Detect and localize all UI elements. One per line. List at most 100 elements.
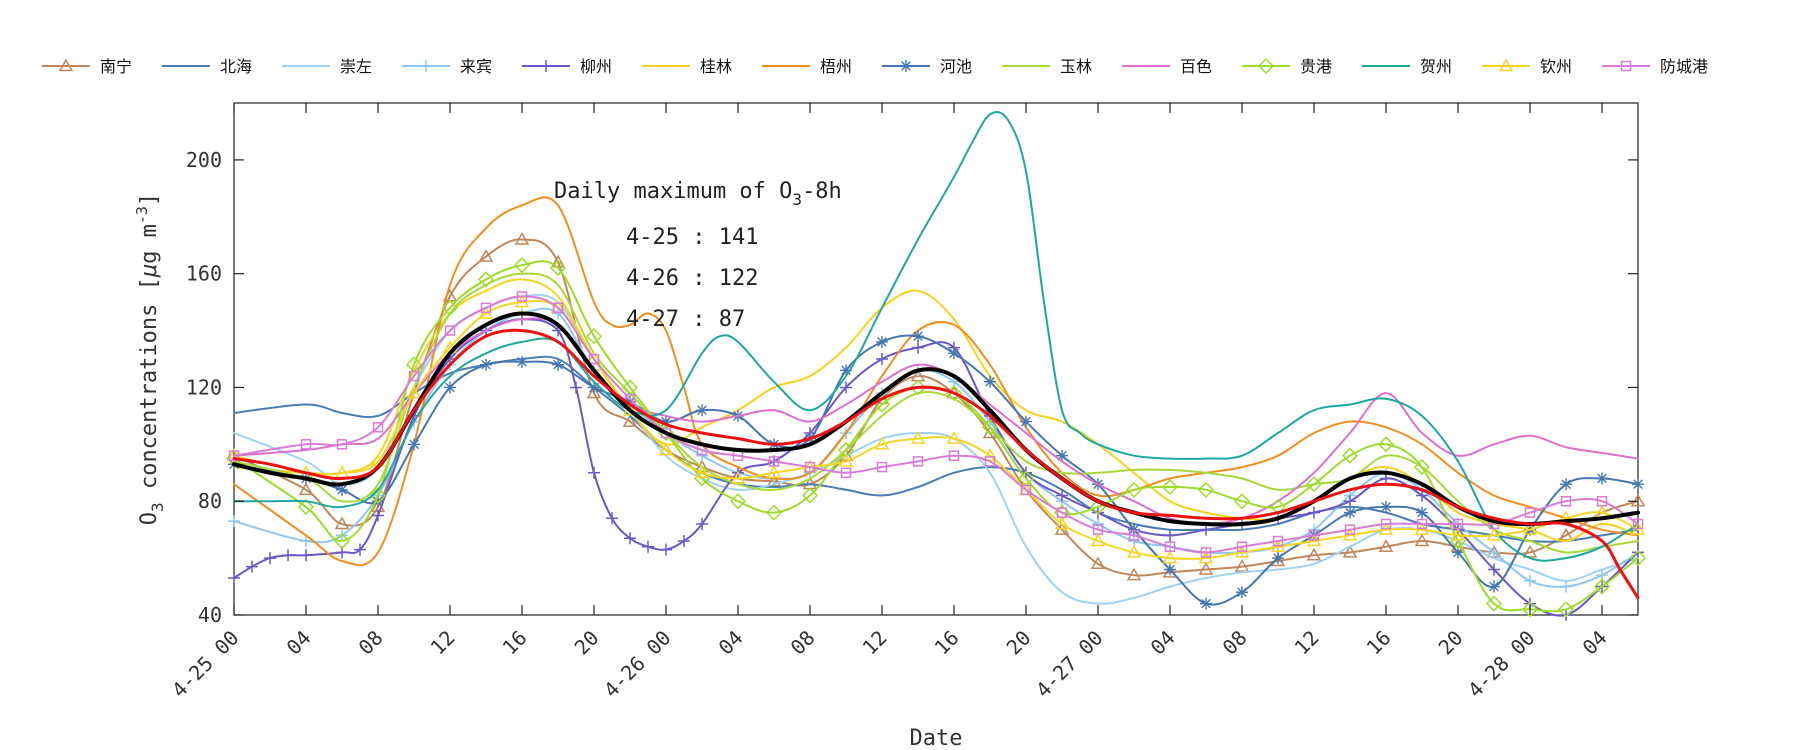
- x-tick-label: 12: [858, 626, 892, 660]
- data-point: [1560, 495, 1572, 507]
- data-point: [1632, 478, 1644, 491]
- legend-entry: 贺州: [1362, 57, 1452, 76]
- data-point: [876, 335, 888, 348]
- x-axis-title: Date: [910, 726, 963, 750]
- data-point: [768, 456, 780, 467]
- data-point: [264, 552, 276, 565]
- data-point: [549, 259, 567, 277]
- legend-entry: 来宾: [402, 57, 492, 76]
- data-point: [1380, 518, 1392, 530]
- series-line: [233, 196, 1639, 567]
- legend-marker: [900, 60, 912, 72]
- x-tick-label: 4-26 00: [599, 626, 676, 703]
- y-axis-title: O3 concentrations [μg m-3]: [133, 193, 167, 525]
- data-point: [1344, 506, 1356, 519]
- x-tick-label: 16: [930, 626, 964, 660]
- legend-label: 贺州: [1420, 57, 1452, 76]
- data-point: [982, 448, 998, 461]
- y-tick-label: 160: [186, 262, 222, 286]
- data-point: [912, 330, 924, 343]
- data-point: [876, 461, 888, 473]
- data-point: [1236, 586, 1248, 599]
- series-line: [232, 311, 1640, 527]
- legend-marker: [540, 60, 552, 72]
- legend-marker: [1257, 57, 1275, 75]
- series-桂林: [233, 278, 1639, 543]
- legend-label: 桂林: [700, 57, 732, 76]
- legend-marker: [1498, 58, 1514, 72]
- data-point: [1308, 530, 1320, 541]
- data-point: [1236, 541, 1248, 552]
- legend-label: 北海: [220, 57, 252, 76]
- data-point: [441, 299, 459, 316]
- data-point: [513, 257, 531, 274]
- legend-label: 钦州: [1540, 57, 1572, 76]
- legend-label: 柳州: [580, 57, 612, 76]
- data-point: [1342, 544, 1358, 558]
- data-point: [588, 381, 600, 394]
- data-point: [1452, 518, 1464, 530]
- data-point: [1197, 481, 1215, 498]
- x-tick-label: 12: [1290, 626, 1324, 660]
- legend-marker: [420, 60, 432, 72]
- data-point: [1090, 533, 1106, 547]
- data-point: [1306, 547, 1322, 561]
- legend-label: 贵港: [1300, 57, 1332, 76]
- data-point: [1416, 506, 1428, 519]
- legend-label: 河池: [940, 57, 972, 76]
- legend-entry: 北海: [162, 57, 252, 76]
- data-point: [298, 482, 314, 496]
- data-point: [1632, 546, 1644, 559]
- data-point: [984, 375, 996, 388]
- data-point: [696, 404, 708, 417]
- data-point: [766, 465, 782, 479]
- data-point: [1164, 563, 1176, 576]
- series-layer: [225, 111, 1647, 621]
- data-point: [1341, 447, 1359, 464]
- data-point: [406, 385, 422, 399]
- annotation-line-1: 4-25 : 141: [626, 225, 758, 250]
- data-point: [1200, 597, 1212, 610]
- legend-entry: 南宁: [42, 57, 132, 76]
- data-point: [1200, 547, 1212, 558]
- data-point: [1164, 541, 1176, 552]
- data-point: [1233, 493, 1251, 510]
- data-point: [1414, 533, 1430, 547]
- data-point: [1020, 415, 1032, 428]
- data-point: [282, 549, 294, 562]
- data-point: [981, 419, 999, 436]
- data-point: [948, 347, 960, 360]
- data-point: [1378, 539, 1394, 552]
- data-point: [838, 453, 854, 467]
- data-point: [478, 249, 494, 262]
- legend-entry: 防城港: [1602, 57, 1708, 76]
- data-point: [1126, 567, 1142, 581]
- data-point: [660, 415, 672, 428]
- data-point: [1629, 550, 1647, 567]
- x-tick-label: 12: [426, 626, 460, 660]
- series-柳州: [228, 313, 1644, 621]
- annotation: Daily maximum of O3-8h 4-25 : 141 4-26 :…: [554, 179, 842, 332]
- data-point: [766, 473, 782, 487]
- data-point: [514, 232, 530, 245]
- legend-entry: 柳州: [522, 57, 612, 76]
- data-point: [840, 467, 852, 479]
- data-point: [1380, 500, 1392, 513]
- data-point: [1557, 601, 1575, 618]
- data-point: [408, 370, 420, 382]
- data-point: [678, 535, 690, 548]
- data-point: [444, 325, 456, 336]
- data-point: [1308, 506, 1320, 519]
- series-line: [232, 328, 1640, 600]
- data-point: [984, 456, 996, 467]
- series-line: [233, 318, 1639, 617]
- legend-entry: 河池: [882, 57, 972, 76]
- legend-entry: 钦州: [1482, 57, 1572, 76]
- x-tick-label: 08: [786, 626, 820, 660]
- data-point: [729, 493, 747, 510]
- data-point: [552, 358, 564, 371]
- data-point: [336, 529, 348, 542]
- data-point: [1522, 522, 1538, 535]
- data-point: [228, 572, 240, 585]
